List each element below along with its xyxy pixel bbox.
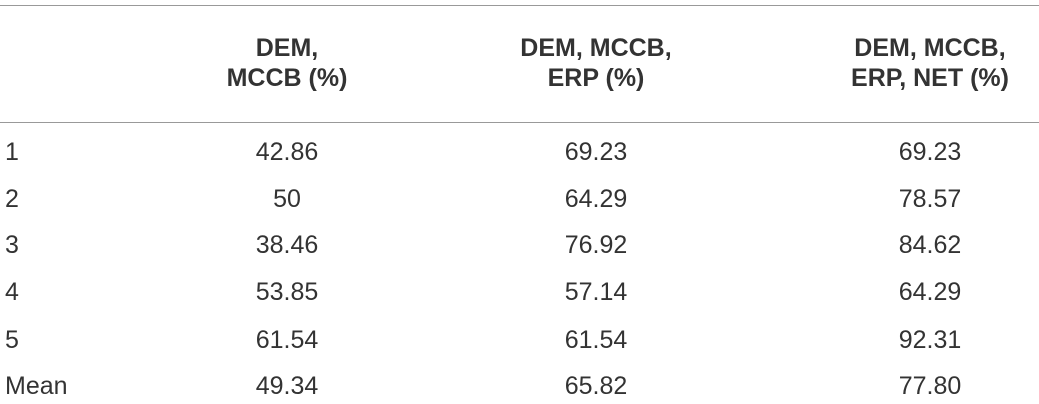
cell-value: 69.23 [898, 138, 962, 166]
header-rule [0, 122, 1039, 123]
cell-value: 78.57 [898, 185, 962, 213]
column-header: DEM, MCCB (%) [227, 33, 348, 93]
header-line: DEM, MCCB, [854, 34, 1006, 62]
row-label: 3 [5, 231, 19, 259]
cell-value: 42.86 [255, 138, 319, 166]
cell-value: 49.34 [255, 372, 319, 400]
row-label: Mean [5, 372, 68, 400]
header-line: ERP, NET (%) [851, 64, 1009, 92]
cell-value: 61.54 [564, 326, 628, 354]
cell-value: 84.62 [898, 231, 962, 259]
column-header: DEM, MCCB, ERP, NET (%) [851, 33, 1009, 93]
column-header: DEM, MCCB, ERP (%) [520, 33, 671, 93]
cell-value: 38.46 [255, 231, 319, 259]
header-line: MCCB (%) [226, 64, 348, 92]
row-label: 2 [5, 185, 19, 213]
cell-value: 53.85 [255, 278, 319, 306]
cell-value: 92.31 [898, 326, 962, 354]
top-rule [0, 5, 1039, 6]
header-line: DEM, [255, 34, 319, 62]
cell-value: 76.92 [564, 231, 628, 259]
cell-value: 50 [273, 185, 301, 213]
cell-value: 57.14 [564, 278, 628, 306]
row-label: 5 [5, 326, 19, 354]
cell-value: 64.29 [898, 278, 962, 306]
cell-value: 65.82 [564, 372, 628, 400]
cell-value: 64.29 [564, 185, 628, 213]
row-label: 1 [5, 138, 19, 166]
cell-value: 61.54 [255, 326, 319, 354]
header-line: DEM, MCCB, [520, 34, 672, 62]
row-label: 4 [5, 278, 19, 306]
cell-value: 69.23 [564, 138, 628, 166]
header-line: ERP (%) [547, 64, 645, 92]
cell-value: 77.80 [898, 372, 962, 400]
